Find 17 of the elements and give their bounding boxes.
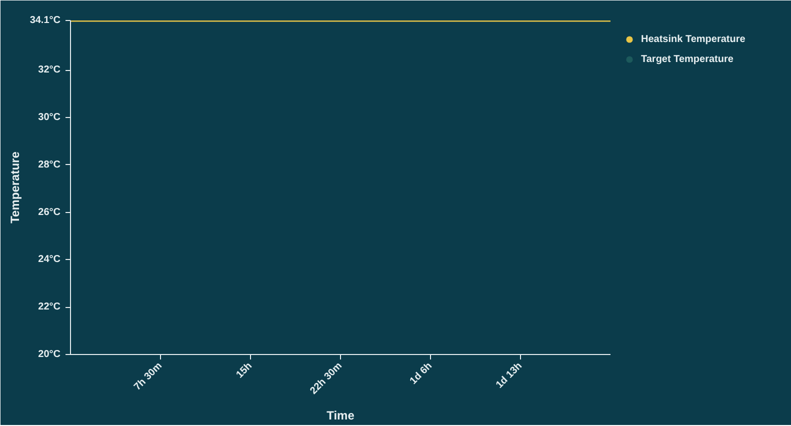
legend-label: Heatsink Temperature bbox=[641, 34, 746, 44]
y-tick-label: 30°C bbox=[38, 112, 60, 124]
y-tick-label: 26°C bbox=[38, 206, 60, 218]
y-tick-label: 34.1°C bbox=[30, 15, 61, 26]
legend-label: Target Temperature bbox=[641, 54, 734, 64]
y-tick-label: 24°C bbox=[38, 254, 60, 266]
x-tick-label: 7h 30m bbox=[132, 360, 164, 393]
x-tick-label: 1d 13h bbox=[494, 360, 524, 391]
x-tick-label: 22h 30m bbox=[308, 360, 344, 397]
y-axis-title: Temperature bbox=[8, 151, 22, 224]
y-tick-label: 20°C bbox=[38, 349, 60, 360]
y-tick-label: 22°C bbox=[38, 302, 60, 313]
y-tick-label: 32°C bbox=[38, 64, 60, 76]
x-axis-title: Time bbox=[326, 408, 355, 423]
x-tick-label: 15h bbox=[234, 360, 254, 381]
x-tick-label: 1d 6h bbox=[408, 360, 434, 387]
y-tick-label: 28°C bbox=[38, 159, 60, 170]
